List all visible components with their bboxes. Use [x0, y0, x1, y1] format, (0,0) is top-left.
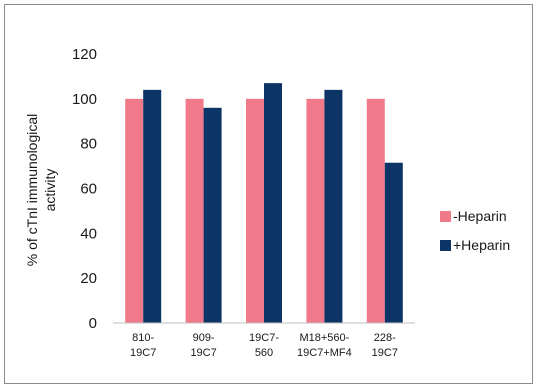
x-tick-label: M18+560-	[299, 332, 349, 344]
x-tick-label: 560	[255, 347, 273, 359]
legend: -Heparin +Heparin	[440, 208, 510, 253]
legend-label: -Heparin	[453, 208, 507, 224]
bar-plus-heparin	[264, 83, 282, 324]
x-tick-label: 19C7	[130, 347, 156, 359]
x-tick-label: 228-	[374, 332, 396, 344]
bars	[125, 83, 403, 324]
bar-plus-heparin	[384, 162, 403, 323]
bar-minus-heparin	[366, 98, 385, 323]
y-tick-label: 120	[72, 46, 97, 63]
bar-minus-heparin	[306, 98, 325, 323]
x-axis-ticks: 810- 19C7 909- 19C7 19C7- 560 M18+560- 19C7+MF4…	[130, 332, 398, 359]
legend-label: +Heparin	[453, 237, 510, 253]
y-axis-ticks: 0 20 40 60 80 100 120	[72, 46, 97, 332]
y-tick-label: 20	[80, 270, 97, 287]
bar-minus-heparin	[246, 98, 264, 323]
y-tick-label: 40	[80, 225, 97, 242]
bar-plus-heparin	[203, 107, 222, 323]
y-tick-label: 0	[89, 315, 97, 332]
bar-plus-heparin	[324, 89, 343, 323]
legend-swatch	[440, 211, 451, 222]
x-tick-label: 19C7	[372, 347, 398, 359]
y-tick-label: 80	[80, 136, 97, 153]
x-tick-label: 19C7+MF4	[297, 347, 352, 359]
x-tick-label: 19C7-	[249, 332, 279, 344]
bar-minus-heparin	[185, 98, 204, 323]
x-tick-label: 810-	[132, 332, 154, 344]
y-axis-label: % of cTnI immunological activity	[24, 114, 58, 267]
y-axis-label-line-1: % of cTnI immunological	[24, 114, 40, 267]
y-tick-label: 60	[80, 181, 97, 198]
bar-minus-heparin	[125, 98, 144, 323]
x-tick-label: 19C7	[190, 347, 216, 359]
x-tick-label: 909-	[193, 332, 215, 344]
legend-swatch	[440, 240, 451, 251]
bar-plus-heparin	[143, 89, 162, 323]
y-tick-label: 100	[72, 91, 97, 108]
y-axis-label-line-2: activity	[42, 169, 58, 212]
